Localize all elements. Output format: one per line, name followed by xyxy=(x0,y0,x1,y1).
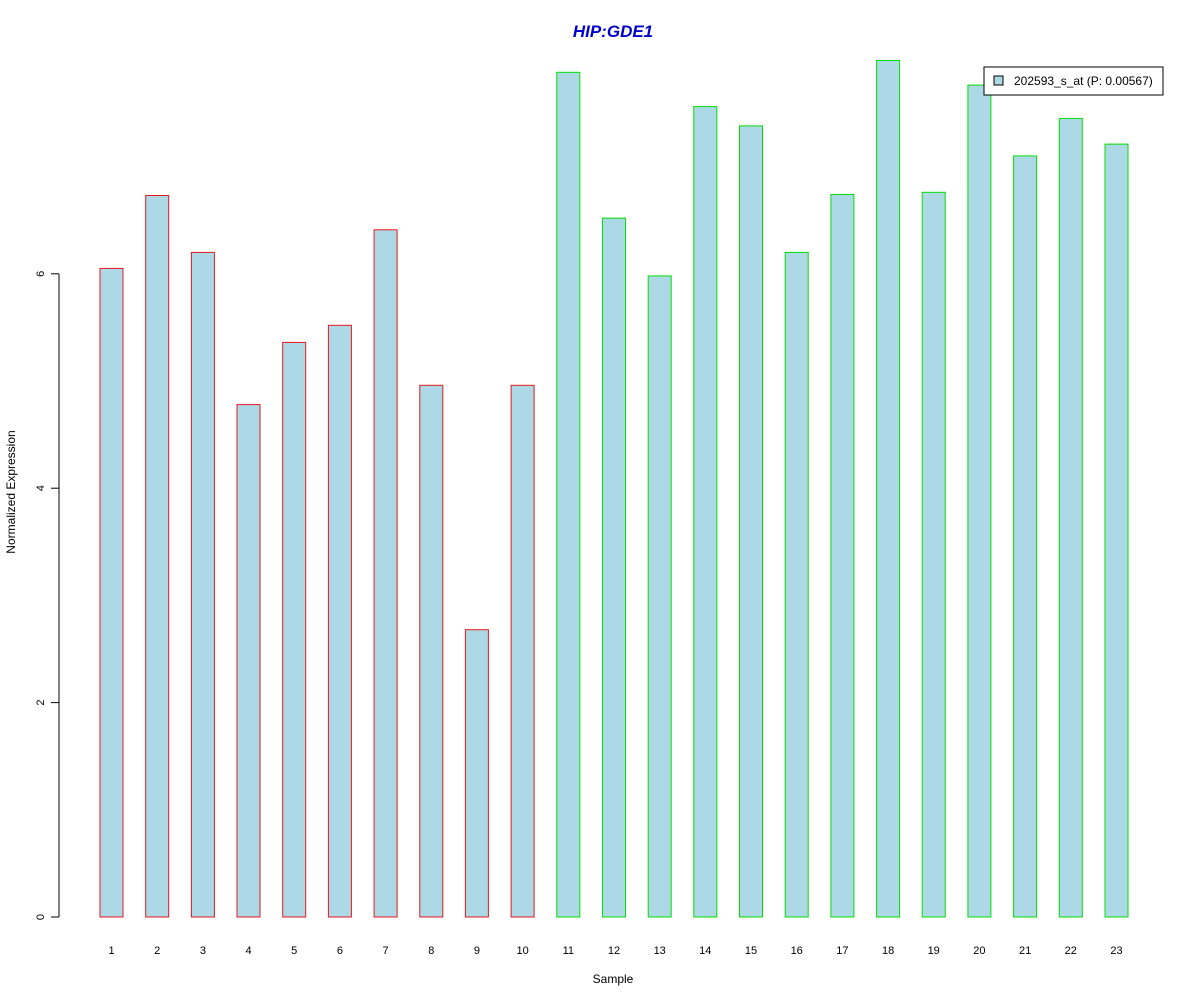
bar-sample-3 xyxy=(190,251,215,918)
bar-sample-7 xyxy=(373,229,398,918)
x-tick-label: 13 xyxy=(654,945,666,957)
chart-title: HIP:GDE1 xyxy=(573,22,653,41)
x-tick-label: 12 xyxy=(608,945,620,957)
bar-sample-6 xyxy=(327,324,352,918)
x-tick-label: 22 xyxy=(1065,945,1077,957)
x-tick-label: 1 xyxy=(108,945,114,957)
x-tick-label: 2 xyxy=(154,945,160,957)
y-tick-label: 2 xyxy=(35,700,47,706)
x-axis-label: Sample xyxy=(593,972,634,986)
x-tick-label: 10 xyxy=(516,945,528,957)
bar-sample-8 xyxy=(419,384,444,918)
bar-sample-18 xyxy=(876,60,901,918)
x-tick-label: 21 xyxy=(1019,945,1031,957)
bar-sample-5 xyxy=(282,341,307,918)
bar-sample-20 xyxy=(967,84,992,918)
x-tick-labels: 1 2 3 4 5 6 7 8 9 10 11 12 13 14 15 16 17 18 19 20 21 22 23 xyxy=(108,945,1122,957)
legend: 202593_s_at (P: 0.00567) xyxy=(983,66,1164,96)
bar-sample-2 xyxy=(145,195,170,918)
bar-sample-1 xyxy=(99,267,124,918)
y-tick-label: 0 xyxy=(35,914,47,920)
bar-sample-21 xyxy=(1013,155,1038,918)
y-axis: 0 2 4 6 xyxy=(35,271,60,920)
x-tick-label: 6 xyxy=(337,945,343,957)
x-tick-label: 4 xyxy=(245,945,251,957)
x-tick-label: 14 xyxy=(699,945,711,957)
bar-sample-15 xyxy=(739,125,763,918)
x-tick-label: 3 xyxy=(200,945,206,957)
bar-sample-16 xyxy=(784,251,809,918)
bar-sample-13 xyxy=(647,275,672,918)
bar-sample-22 xyxy=(1058,117,1083,918)
y-tick-label: 4 xyxy=(35,485,47,491)
bar-sample-17 xyxy=(830,194,855,918)
legend-label: 202593_s_at (P: 0.00567) xyxy=(1014,74,1153,88)
bars-group xyxy=(99,60,1129,918)
legend-box xyxy=(983,66,1164,96)
x-tick-label: 18 xyxy=(882,945,894,957)
x-tick-label: 5 xyxy=(291,945,297,957)
bar-sample-19 xyxy=(921,191,946,918)
x-tick-label: 17 xyxy=(836,945,848,957)
y-axis-label: Normalized Expression xyxy=(4,430,18,553)
bar-sample-10 xyxy=(510,384,535,918)
x-tick-label: 19 xyxy=(928,945,940,957)
x-tick-label: 16 xyxy=(791,945,803,957)
x-tick-label: 23 xyxy=(1110,945,1122,957)
y-tick-label: 6 xyxy=(35,271,47,277)
x-tick-label: 11 xyxy=(563,945,574,957)
x-tick-label: 8 xyxy=(428,945,434,957)
bar-sample-14 xyxy=(693,106,718,918)
x-tick-label: 20 xyxy=(973,945,985,957)
x-tick-label: 9 xyxy=(474,945,480,957)
bar-sample-4 xyxy=(236,404,261,918)
x-tick-label: 15 xyxy=(745,945,757,957)
bar-sample-9 xyxy=(464,629,489,918)
bar-sample-12 xyxy=(602,217,626,918)
bar-sample-23 xyxy=(1104,143,1129,918)
x-tick-label: 7 xyxy=(383,945,389,957)
bar-sample-11 xyxy=(556,71,581,918)
legend-swatch xyxy=(993,75,1004,86)
